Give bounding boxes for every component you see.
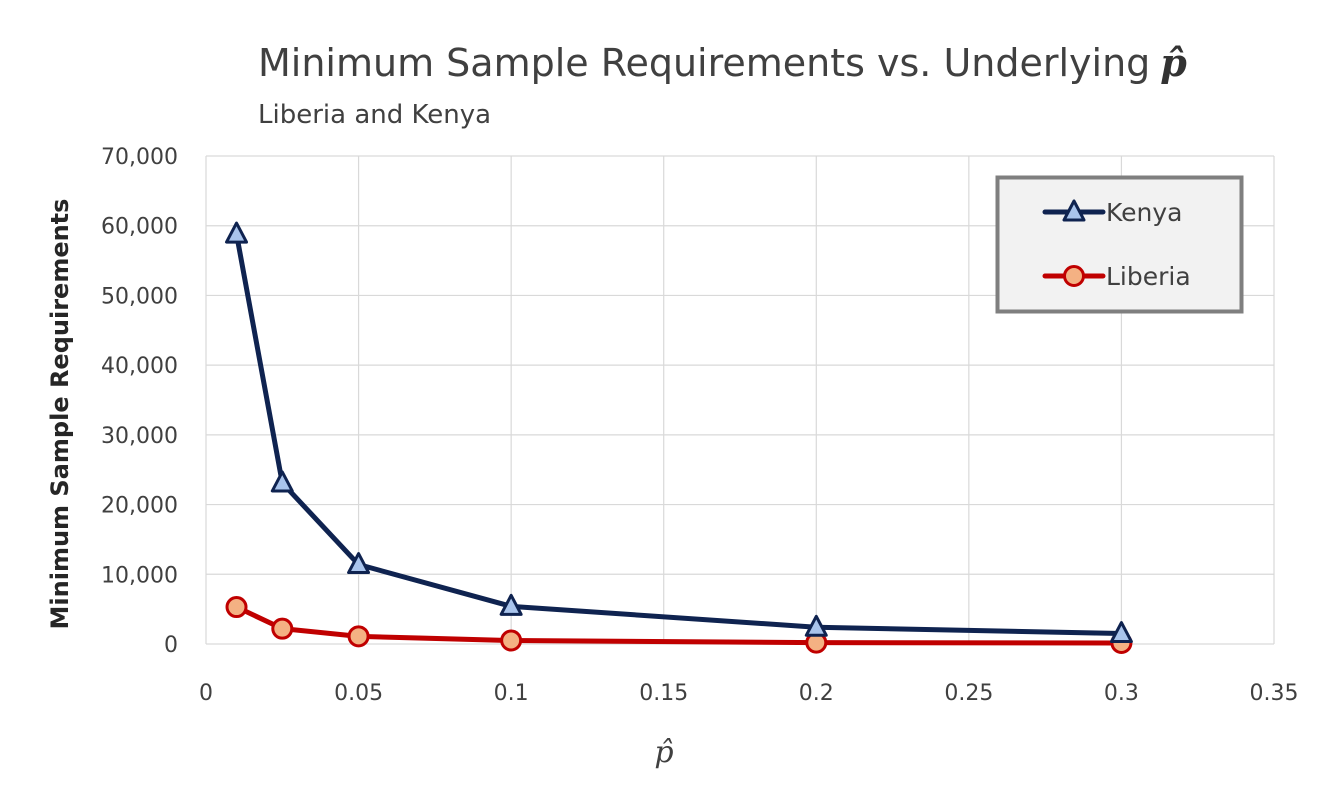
chart-title: Minimum Sample Requirements vs. Underlyi… xyxy=(258,40,1187,85)
x-tick-label: 0 xyxy=(199,681,213,706)
y-tick-label: 10,000 xyxy=(101,563,178,588)
y-tick-label: 60,000 xyxy=(101,215,178,240)
grid-lines xyxy=(205,155,1275,645)
chart-title-text: Minimum Sample Requirements vs. Underlyi… xyxy=(258,41,1151,85)
legend-kenya-marker xyxy=(1062,199,1086,222)
series-layer xyxy=(225,221,1133,654)
y-tick-label: 40,000 xyxy=(101,354,178,379)
kenya-data-point xyxy=(1109,621,1133,644)
kenya-data-point xyxy=(804,614,828,637)
y-tick-label: 0 xyxy=(164,633,178,658)
legend-liberia-label: Liberia xyxy=(1106,262,1191,291)
x-tick-label: 0.05 xyxy=(334,681,383,706)
legend-box xyxy=(995,175,1244,314)
y-tick-label: 30,000 xyxy=(101,424,178,449)
legend-kenya-label: Kenya xyxy=(1106,198,1183,227)
y-axis-ticks: 0 10,000 20,000 30,000 40,000 50,000 60,000 70,… xyxy=(101,145,178,658)
kenya-series-line xyxy=(234,231,1124,637)
y-axis-label: Minimum Sample Requirements xyxy=(46,199,74,630)
legend-liberia-marker xyxy=(1063,265,1085,287)
x-axis-ticks: 0 0.05 0.1 0.15 0.2 0.25 0.3 0.35 xyxy=(199,681,1298,706)
x-tick-label: 0.35 xyxy=(1250,681,1299,706)
x-tick-label: 0.15 xyxy=(639,681,688,706)
y-tick-label: 50,000 xyxy=(101,284,178,309)
liberia-data-point xyxy=(271,617,294,640)
chart-title-symbol: p̂ xyxy=(1160,40,1187,85)
y-tick-label: 20,000 xyxy=(101,494,178,519)
kenya-data-point xyxy=(270,470,294,493)
x-axis-label: p̂ xyxy=(654,735,673,770)
kenya-data-point xyxy=(225,221,249,244)
legend: Kenya Liberia xyxy=(995,175,1244,314)
liberia-data-point xyxy=(500,629,523,652)
kenya-data-point xyxy=(347,552,371,575)
y-tick-label: 70,000 xyxy=(101,145,178,170)
x-tick-label: 0.25 xyxy=(944,681,993,706)
x-tick-label: 0.3 xyxy=(1104,681,1139,706)
x-tick-label: 0.1 xyxy=(494,681,529,706)
chart-subtitle: Liberia and Kenya xyxy=(258,100,492,130)
x-tick-label: 0.2 xyxy=(799,681,834,706)
liberia-data-point xyxy=(347,625,370,648)
liberia-data-point xyxy=(225,596,248,619)
kenya-data-point xyxy=(499,593,523,616)
